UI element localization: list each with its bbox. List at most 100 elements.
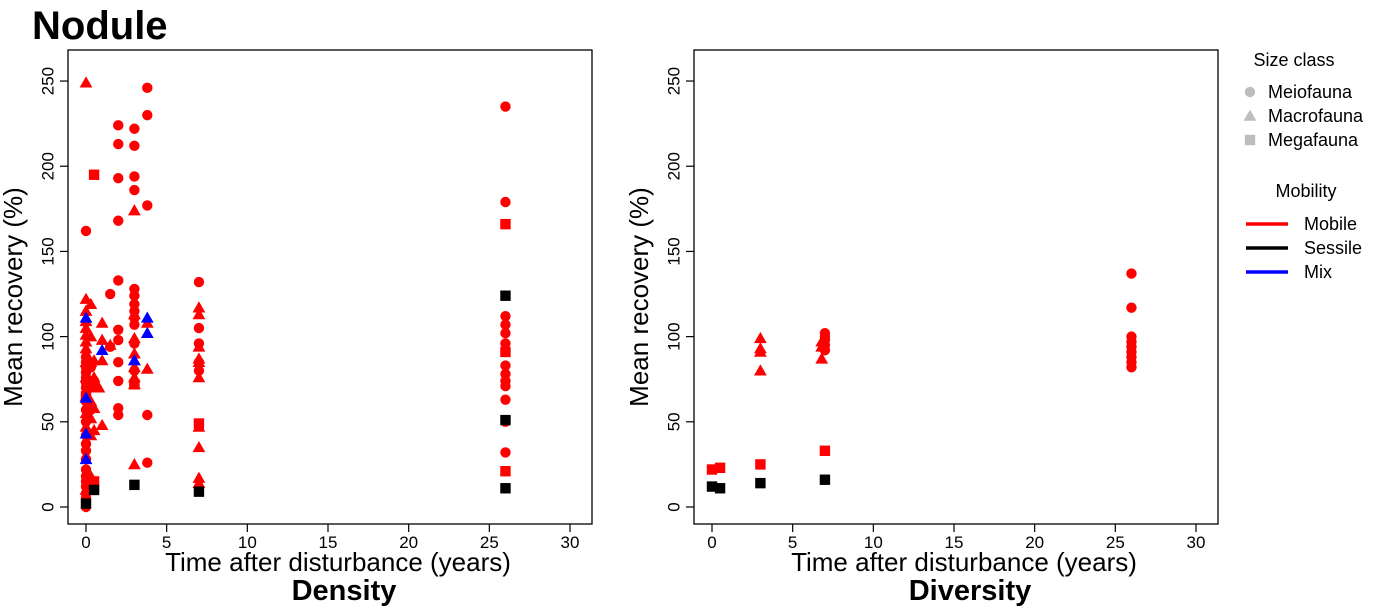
data-point-mobile-circle [142,82,153,94]
y-tick-label: 200 [665,152,684,180]
data-point-mobile-circle [113,172,124,184]
data-point-mobile-circle [142,409,153,421]
data-point-mobile-triangle [79,321,93,333]
data-point-mobile-circle [129,171,140,182]
data-point-mobile-circle [500,319,511,330]
y-axis-label: Mean recovery (%) [0,187,28,407]
data-point-mobile-triangle [79,420,93,432]
legend-mobility-label: Sessile [1304,238,1362,258]
data-point-mobile-circle [113,356,124,368]
data-point-mobile-triangle [95,316,109,328]
data-point-mobile-square [714,462,726,474]
legend-size-class-label: Megafauna [1268,130,1359,150]
data-point-mobile-triangle [754,342,767,354]
data-point-mobile-circle [142,457,153,468]
data-point-mobile-circle [142,109,153,121]
data-point-sessile-square [500,483,511,494]
data-point-mobile-square [755,459,766,470]
chart-panel-diversity: 0 5 10 15 20 25 30 0 50 100 150 200 250 Time after di… [624,49,1219,607]
data-point-mobile-circle [113,402,124,414]
y-tick-label: 100 [665,322,684,350]
legend-size-class-label: Macrofauna [1268,106,1364,126]
data-point-sessile-square [193,486,205,497]
data-point-mix-triangle [79,311,93,323]
data-point-mobile-circle [80,225,92,237]
data-point-mobile-circle [500,338,511,349]
legend-circle-icon [1244,86,1256,98]
plot-frame [693,49,1219,525]
data-point-mobile-triangle [84,297,98,310]
data-point-mobile-triangle [192,340,206,352]
data-point-mobile-triangle [87,354,101,366]
data-point-mobile-circle [129,184,140,196]
data-point-sessile-square [80,498,92,509]
x-tick-label: 0 [707,533,716,552]
x-tick-label: 10 [864,533,883,552]
y-tick-label: 50 [39,412,58,431]
legend-mobility-label: Mobile [1304,214,1357,234]
data-point-mobile-square [819,445,831,456]
data-point-sessile-square [714,483,726,494]
data-point-sessile-square [819,474,831,485]
data-point-mobile-triangle [128,360,141,373]
data-point-mobile-circle [129,140,140,151]
data-point-mobile-triangle [192,471,206,483]
data-point-mobile-circle [1126,331,1137,342]
data-point-mobile-circle [500,196,511,208]
x-axis: 0 5 10 15 20 25 30 [81,524,579,552]
data-point-mobile-triangle [192,371,206,383]
x-tick-label: 20 [1025,533,1044,552]
data-point-mobile-triangle [140,362,154,374]
data-point-mobile-circle [113,275,124,286]
data-point-mobile-circle [500,101,511,112]
data-point-mobile-triangle [95,354,109,366]
data-point-mobile-circle [500,394,511,405]
data-point-mix-triangle [79,452,93,465]
x-axis-label: Time after disturbance (years) [791,547,1137,577]
data-point-mobile-triangle [79,304,93,316]
data-point-mobile-circle [80,438,92,450]
y-axis-label: Mean recovery (%) [624,187,654,407]
data-point-mobile-circle [1126,302,1137,313]
data-point-mobile-circle [193,276,205,288]
panel-label: Density [292,575,397,607]
data-point-mobile-circle [500,368,511,380]
data-point-mobile-circle [105,288,116,300]
legend-title-size-class: Size class [1253,50,1334,70]
data-point-sessile-square [755,477,766,489]
x-tick-label: 25 [1106,533,1125,552]
data-point-mobile-triangle [128,331,141,344]
data-point-mobile-triangle [128,458,141,470]
y-tick-label: 150 [665,237,684,265]
data-point-mobile-circle [113,215,124,226]
data-point-mobile-circle [819,328,831,339]
data-point-mobile-triangle [754,364,767,376]
panel-label: Diversity [909,575,1032,607]
data-point-mobile-triangle [79,342,93,354]
data-point-mobile-triangle [815,352,829,364]
data-point-mobile-triangle [79,76,93,88]
data-point-mobile-triangle [754,331,767,344]
data-point-mobile-triangle [84,330,98,342]
data-point-mobile-square [88,169,100,180]
data-point-mobile-circle [193,365,205,376]
data-point-mobile-triangle [815,335,829,347]
y-tick-label: 100 [39,322,58,350]
data-point-sessile-square [129,479,140,491]
data-point-mobile-triangle [87,423,101,436]
data-point-mix-triangle [79,391,93,403]
data-point-mobile-circle [80,464,92,475]
data-point-mobile-triangle [192,301,206,313]
legend-title-mobility: Mobility [1275,181,1336,201]
data-point-sessile-square [88,484,100,496]
x-tick-label: 15 [319,533,338,552]
data-point-mobile-circle [142,200,153,211]
legend-size-class-label: Meiofauna [1268,82,1353,102]
data-points [79,76,511,513]
data-point-mobile-triangle [192,352,206,364]
x-axis-label: Time after disturbance (years) [165,547,511,577]
plot-frame [67,49,593,525]
y-tick-label: 50 [665,412,684,431]
